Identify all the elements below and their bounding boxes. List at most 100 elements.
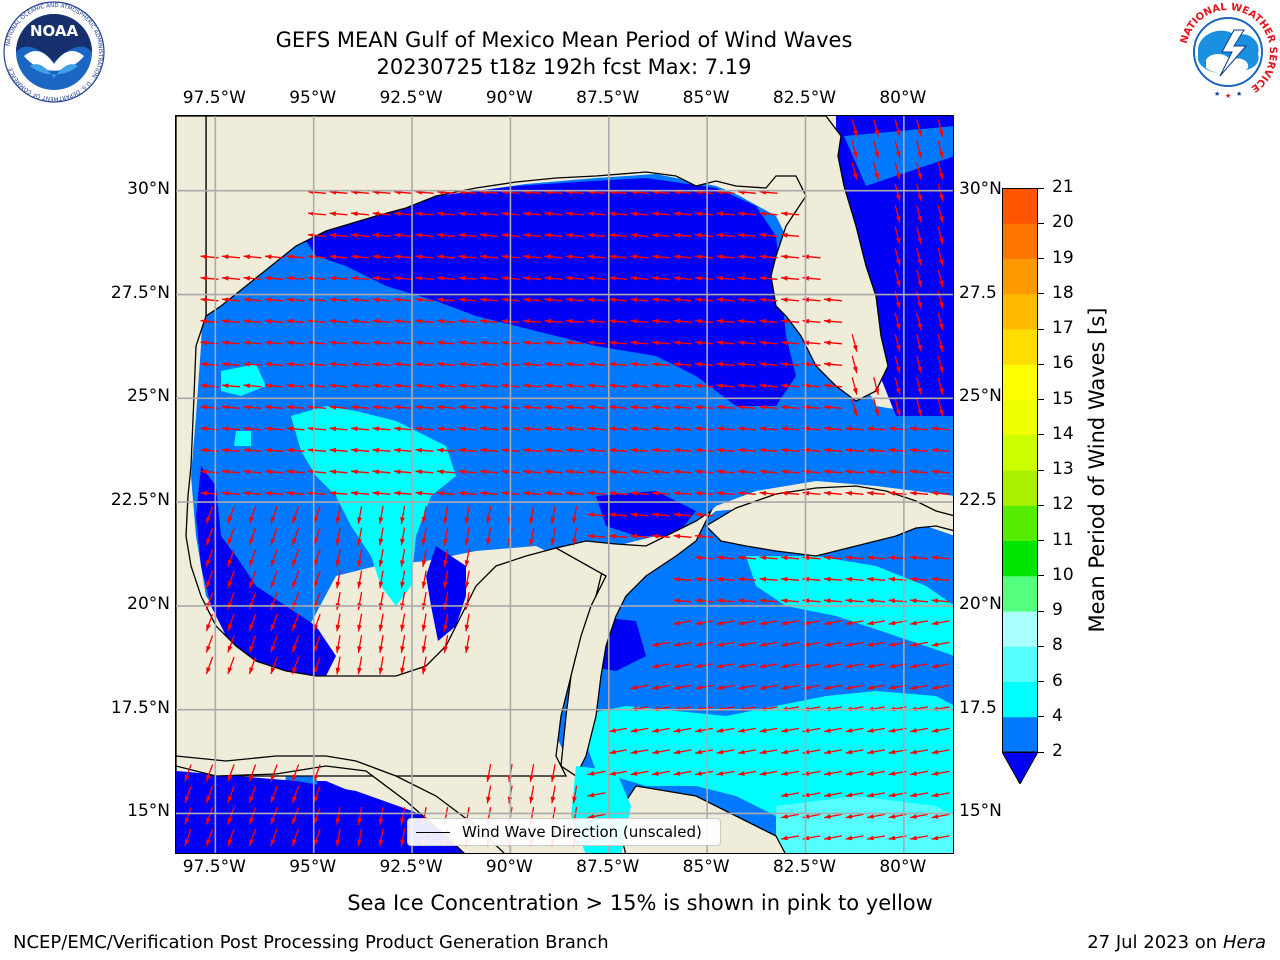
wave-direction-arrowhead [630,685,638,690]
wave-direction-arrowhead [572,538,577,546]
wave-direction-arrowhead [931,447,939,453]
wave-direction-arrowhead [222,404,229,410]
wave-direction-arrowhead [523,426,530,432]
wave-direction-arrowhead [394,297,401,303]
wave-direction-arrowhead [673,361,681,367]
colorbar-tick-mark [1038,469,1044,471]
wave-direction-arrowhead [630,361,638,367]
wave-direction-arrowhead [480,361,487,367]
wave-direction-arrowhead [845,555,853,561]
wave-direction-arrowhead [895,172,901,180]
wave-direction-arrowhead [270,624,276,631]
wave-direction-arrowhead [895,387,901,395]
wave-direction-arrowhead [781,598,788,604]
wave-direction-arrowhead [313,796,319,803]
wave-direction-arrowhead [335,517,341,524]
wave-direction-arrowhead [867,814,874,819]
wave-direction-arrowhead [716,685,724,690]
wave-direction-arrowhead [652,297,659,303]
colorbar-tick-label: 4 [1052,705,1063,726]
wave-direction-arrowhead [888,792,896,798]
wave-direction-arrowhead [917,366,922,374]
wave-direction-arrowhead [313,839,319,846]
wave-direction-arrowhead [738,555,745,561]
wave-direction-arrowhead [587,275,595,281]
wave-direction-arrowhead [910,598,917,604]
wave-direction-arrowhead [480,469,487,475]
wave-direction-arrowhead [184,817,190,825]
wave-direction-arrowhead [400,624,405,632]
wave-direction-arrowhead [227,581,233,588]
wave-direction-arrowhead [895,194,901,202]
wave-direction-arrowhead [292,796,297,803]
wave-direction-arrowhead [917,280,922,288]
wave-direction-arrowhead [852,387,858,395]
lon-tick-label: 82.5°W [772,857,837,877]
wave-direction-arrowhead [781,663,788,669]
wave-direction-arrowhead [464,581,470,589]
wave-direction-arrowhead [845,576,853,582]
wave-direction-arrowhead [652,254,659,260]
wave-direction-arrowhead [249,796,254,803]
wave-direction-arrowhead [716,254,724,260]
wave-direction-arrowhead [443,517,448,524]
wave-direction-arrowhead [270,839,276,846]
wave-direction-arrowhead [415,490,423,496]
wave-direction-arrowhead [206,839,211,846]
wave-direction-arrowhead [480,297,487,303]
wave-direction-arrowhead [895,409,901,417]
wave-direction-arrowhead [609,340,616,346]
colorbar-tick-label: 16 [1052,353,1074,374]
wave-direction-arrowhead [738,663,745,669]
wave-direction-arrowhead [437,275,444,281]
wave-direction-arrowhead [437,383,444,389]
wave-direction-arrowhead [351,318,358,324]
wave-direction-arrowhead [270,581,276,588]
wave-direction-arrowhead [523,340,530,346]
wave-direction-arrowhead [222,340,229,346]
wave-direction-arrowhead [695,642,702,647]
colorbar-tick-mark [1038,716,1044,718]
wave-direction-arrowhead [421,624,427,632]
wave-direction-arrowhead [917,258,922,266]
wave-direction-arrowhead [910,620,917,626]
wave-direction-arrowhead [917,409,922,417]
wave-direction-arrowhead [759,297,767,303]
wave-direction-arrowhead [544,254,552,260]
wave-direction-arrowhead [824,771,831,776]
wave-direction-arrowhead [917,194,922,202]
wave-direction-arrowhead [759,211,767,217]
wave-direction-arrowhead [738,340,745,346]
wave-direction-arrowhead [867,663,874,669]
wave-direction-arrowhead [480,340,487,346]
wave-direction-arrowhead [206,774,211,782]
wave-direction-arrowhead [200,275,208,281]
colorbar-tick-mark [1038,610,1044,612]
wave-direction-arrowhead [931,663,939,669]
wave-direction-arrowhead [523,211,530,217]
colorbar-tick-label: 9 [1052,600,1063,620]
wave-direction-arrowhead [695,340,702,346]
wave-direction-arrowhead [550,796,556,804]
wave-direction-arrowhead [781,642,788,647]
wave-direction-arrowhead [781,361,788,367]
wave-direction-arrowhead [206,817,211,825]
wave-direction-arrowhead [206,796,211,803]
chart-subtitle: 20230725 t18z 192h fcst Max: 7.19 [376,55,752,79]
wave-direction-arrowhead [759,361,767,367]
wave-direction-arrowhead [931,771,939,776]
wave-direction-arrowhead [372,318,380,324]
wave-direction-arrowhead [400,818,405,825]
wave-direction-arrowhead [781,792,788,798]
wave-direction-arrowhead [673,620,681,626]
wave-direction-arrowhead [443,646,448,653]
wave-direction-arrowhead [609,447,616,453]
wave-direction-arrowhead [824,598,831,604]
wave-direction-arrowhead [931,728,939,733]
wave-direction-arrowhead [222,361,229,367]
colorbar-segment [1002,364,1038,400]
wave-direction-arrowhead [243,297,251,303]
wave-direction-arrowhead [652,642,659,647]
colorbar-tick-label: 14 [1052,423,1074,444]
wave-direction-arrowhead [437,490,444,496]
